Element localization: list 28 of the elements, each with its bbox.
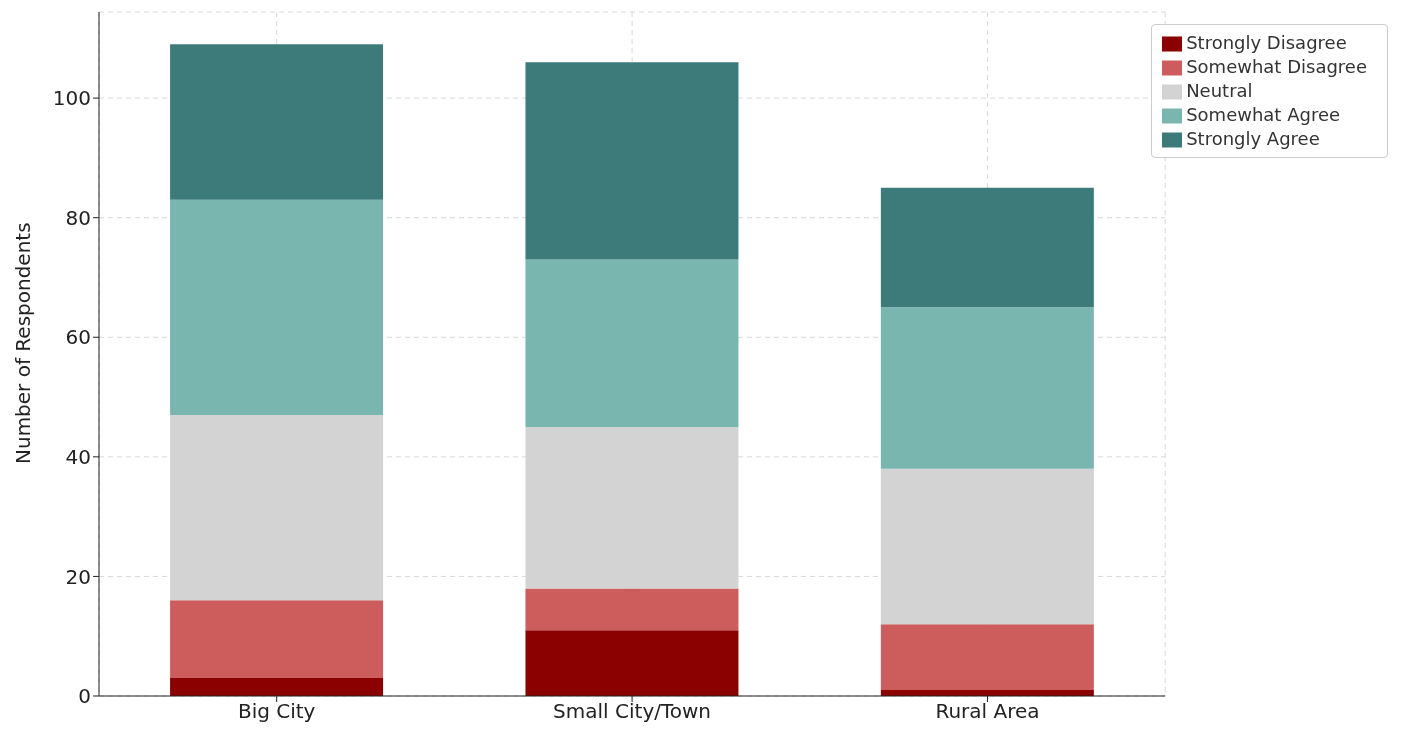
bar	[525, 62, 739, 260]
bar	[880, 624, 1094, 691]
y-tick-label: 20	[65, 564, 91, 589]
y-tick-label: 0	[78, 684, 91, 709]
legend-label: Strongly Disagree	[1186, 32, 1347, 53]
bar	[170, 44, 384, 200]
bar	[525, 588, 739, 631]
y-tick-label: 80	[65, 205, 91, 230]
bar	[170, 600, 384, 679]
legend-label: Neutral	[1186, 80, 1253, 101]
y-axis-title: Number of Respondents	[11, 222, 36, 464]
bar	[170, 678, 384, 696]
y-tick-label: 40	[65, 444, 91, 469]
x-tick-label: Big City	[237, 699, 316, 724]
bar	[880, 307, 1094, 469]
bar	[170, 199, 384, 415]
bar	[525, 259, 739, 427]
legend-label: Strongly Agree	[1186, 128, 1320, 149]
legend-label: Somewhat Agree	[1186, 104, 1341, 125]
x-tick-label: Rural Area	[935, 699, 1040, 724]
bar	[880, 187, 1094, 308]
bar	[880, 468, 1094, 625]
y-tick-label: 100	[52, 86, 91, 111]
x-tick-label: Small City/Town	[553, 699, 712, 724]
legend-label: Somewhat Disagree	[1186, 56, 1367, 77]
bar	[525, 630, 739, 696]
bar	[170, 414, 384, 601]
y-tick-label: 60	[65, 325, 91, 350]
